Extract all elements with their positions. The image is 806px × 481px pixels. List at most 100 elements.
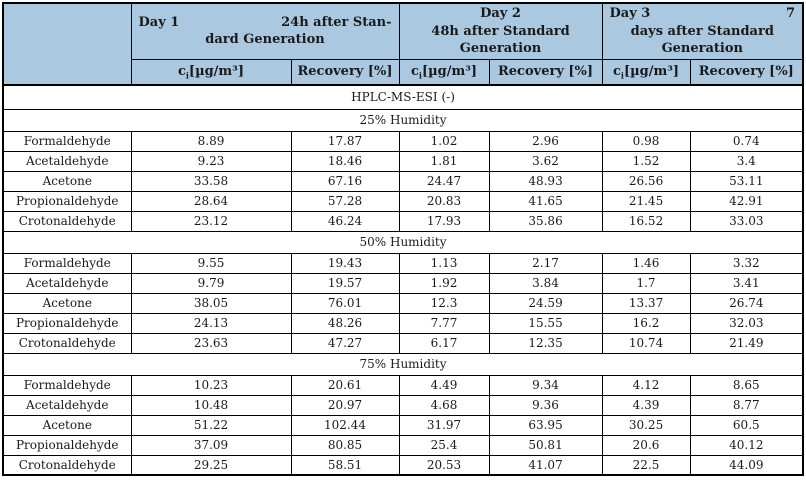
value-cell: 1.13 (398, 252, 490, 274)
value-cell: 18.46 (290, 150, 400, 172)
value-cell: 20.97 (290, 394, 400, 416)
table-row: Propionaldehyde 37.09 80.85 25.4 50.81 20.6 40… (2, 434, 804, 456)
day3-subtitle-part2: days after Standard Generation (630, 23, 774, 57)
value-cell: 21.45 (601, 190, 691, 212)
value-cell: 57.28 (290, 190, 400, 212)
table-row: Formaldehyde 9.55 19.43 1.13 2.17 1.46 3.32 (2, 252, 804, 274)
value-cell: 10.23 (130, 374, 292, 396)
substance-name: Acetone (2, 414, 132, 436)
value-cell: 102.44 (290, 414, 400, 436)
substance-name: Acetone (2, 170, 132, 192)
substance-name: Crotonaldehyde (2, 454, 132, 476)
table-row: Acetone 33.58 67.16 24.47 48.93 26.56 53.11 (2, 170, 804, 192)
value-cell: 48.26 (290, 312, 400, 334)
section-label: 25% Humidity (2, 108, 804, 132)
table-body: 25% Humidity Formaldehyde 8.89 17.87 1.02 2.9… (2, 108, 804, 476)
substance-name: Acetaldehyde (2, 272, 132, 294)
value-cell: 28.64 (130, 190, 292, 212)
substance-name: Acetaldehyde (2, 150, 132, 172)
value-cell: 12.3 (398, 292, 490, 314)
value-cell: 53.11 (689, 170, 804, 192)
value-cell: 0.98 (601, 130, 691, 152)
table-row: Propionaldehyde 28.64 57.28 20.83 41.65 21.45… (2, 190, 804, 212)
value-cell: 4.39 (601, 394, 691, 416)
day2-label: Day 2 (480, 6, 521, 21)
value-cell: 23.63 (130, 332, 292, 354)
value-cell: 0.74 (689, 130, 804, 152)
value-cell: 33.58 (130, 170, 292, 192)
day1-label: Day 1 (138, 14, 180, 30)
value-cell: 38.05 (130, 292, 292, 314)
table-row: Acetaldehyde 10.48 20.97 4.68 9.36 4.39 8.77 (2, 394, 804, 416)
value-cell: 16.52 (601, 210, 691, 232)
section-header-row: 50% Humidity (2, 230, 804, 254)
value-cell: 4.49 (398, 374, 490, 396)
substance-name: Crotonaldehyde (2, 210, 132, 232)
value-cell: 48.93 (488, 170, 603, 192)
section-label: 75% Humidity (2, 352, 804, 376)
day1-subtitle-part1: 24h after Stan- (281, 14, 392, 30)
value-cell: 1.81 (398, 150, 490, 172)
value-cell: 10.48 (130, 394, 292, 416)
group-header-row: Day 1 24h after Stan- dard Generation Da… (2, 2, 804, 87)
value-cell: 25.4 (398, 434, 490, 456)
value-cell: 26.74 (689, 292, 804, 314)
value-cell: 8.77 (689, 394, 804, 416)
table-row: Formaldehyde 10.23 20.61 4.49 9.34 4.12 8.65 (2, 374, 804, 396)
value-cell: 46.24 (290, 210, 400, 232)
value-cell: 4.12 (601, 374, 691, 396)
section-label: 50% Humidity (2, 230, 804, 254)
value-cell: 3.41 (689, 272, 804, 294)
table-row: Crotonaldehyde 29.25 58.51 20.53 41.07 22.5 44… (2, 454, 804, 476)
value-cell: 20.83 (398, 190, 490, 212)
substance-name: Formaldehyde (2, 374, 132, 396)
value-cell: 29.25 (130, 454, 292, 476)
value-cell: 40.12 (689, 434, 804, 456)
value-cell: 3.32 (689, 252, 804, 274)
value-cell: 19.57 (290, 272, 400, 294)
value-cell: 23.12 (130, 210, 292, 232)
value-cell: 51.22 (130, 414, 292, 436)
value-cell: 80.85 (290, 434, 400, 456)
value-cell: 8.89 (130, 130, 292, 152)
value-cell: 6.17 (398, 332, 490, 354)
value-cell: 24.59 (488, 292, 603, 314)
value-cell: 22.5 (601, 454, 691, 476)
value-cell: 4.68 (398, 394, 490, 416)
value-cell: 60.5 (689, 414, 804, 436)
section-header-row: 75% Humidity (2, 352, 804, 376)
day3-recovery-header: Recovery [%] (689, 58, 804, 87)
substance-name: Propionaldehyde (2, 190, 132, 212)
value-cell: 10.74 (601, 332, 691, 354)
day3-subtitle-part1: 7 (786, 6, 796, 21)
value-cell: 30.25 (601, 414, 691, 436)
value-cell: 7.77 (398, 312, 490, 334)
day3-group-header: Day 3 7 days after Standard Generation (601, 2, 804, 60)
table-row: Crotonaldehyde 23.63 47.27 6.17 12.35 10.74 21… (2, 332, 804, 354)
value-cell: 16.2 (601, 312, 691, 334)
table-row: Acetaldehyde 9.23 18.46 1.81 3.62 1.52 3.4 (2, 150, 804, 172)
value-cell: 17.87 (290, 130, 400, 152)
value-cell: 1.92 (398, 272, 490, 294)
corner-cell (2, 2, 132, 87)
section-header-row: 25% Humidity (2, 108, 804, 132)
value-cell: 9.79 (130, 272, 292, 294)
substance-name: Formaldehyde (2, 130, 132, 152)
value-cell: 24.13 (130, 312, 292, 334)
value-cell: 3.4 (689, 150, 804, 172)
substance-name: Crotonaldehyde (2, 332, 132, 354)
substance-name: Propionaldehyde (2, 434, 132, 456)
value-cell: 3.62 (488, 150, 603, 172)
value-cell: 42.91 (689, 190, 804, 212)
method-row: HPLC-MS-ESI (-) (2, 84, 804, 110)
value-cell: 26.56 (601, 170, 691, 192)
value-cell: 58.51 (290, 454, 400, 476)
sub-header-row: ci[µg/m³] Recovery [%] ci[µg/m³] Recover… (3, 58, 804, 87)
value-cell: 44.09 (689, 454, 804, 476)
value-cell: 19.43 (290, 252, 400, 274)
value-cell: 24.47 (398, 170, 490, 192)
substance-name: Formaldehyde (2, 252, 132, 274)
value-cell: 31.97 (398, 414, 490, 436)
value-cell: 1.7 (601, 272, 691, 294)
